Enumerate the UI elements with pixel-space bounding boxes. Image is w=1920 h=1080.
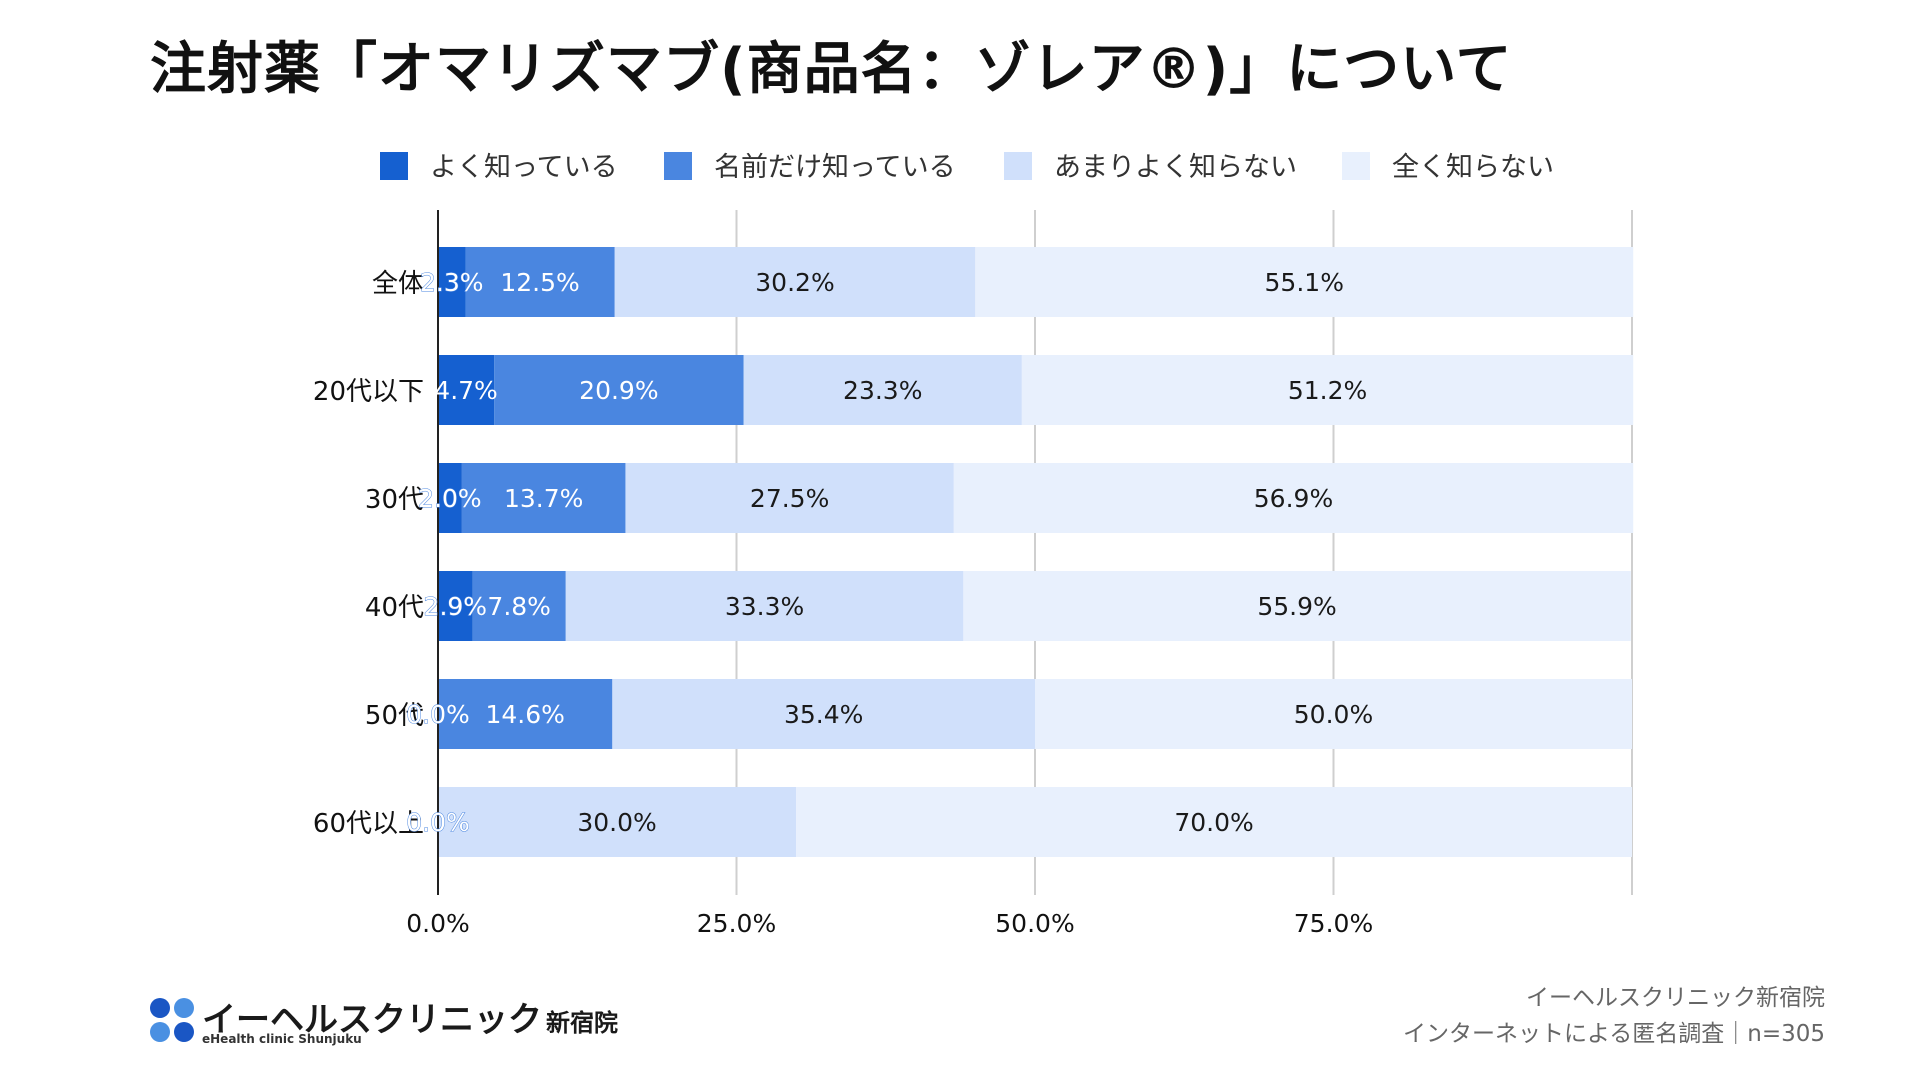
data-label: 27.5% (750, 484, 829, 513)
logo-wordmark: イーヘルスクリニック 新宿院 (202, 992, 618, 1041)
logo-name: イーヘルスクリニック (202, 1000, 542, 1040)
bar-segment (494, 355, 744, 425)
bar-segment (565, 571, 964, 641)
category-label: 全体 (372, 269, 424, 299)
chart-bars (438, 247, 1634, 857)
bar-segment (612, 679, 1035, 749)
data-label: 2.0% (418, 484, 482, 513)
x-tick-label: 75.0% (1294, 909, 1373, 938)
legend-swatch (1004, 152, 1032, 180)
category-label: 30代 (365, 485, 424, 515)
category-label: 40代 (365, 593, 424, 623)
chart-legend: よく知っている 名前だけ知っている あまりよく知らない 全く知らない (380, 152, 1554, 183)
bar-segment (438, 463, 462, 533)
data-label: 30.2% (755, 268, 834, 297)
bar-segment (465, 247, 615, 317)
data-label: 51.2% (1288, 376, 1367, 405)
legend-swatch (664, 152, 692, 180)
data-label: 2.3% (420, 268, 484, 297)
data-label: 20.9% (579, 376, 658, 405)
logo-mark-icon (150, 998, 194, 1042)
data-label: 13.7% (504, 484, 583, 513)
logo-dot (150, 998, 170, 1018)
legend-label: 名前だけ知っている (714, 152, 956, 183)
bar-segment (614, 247, 976, 317)
data-label: 35.4% (784, 700, 863, 729)
bar-segment (963, 571, 1631, 641)
bar-segment (743, 355, 1022, 425)
x-tick-label: 0.0% (406, 909, 470, 938)
clinic-logo: イーヘルスクリニック 新宿院 eHealth clinic Shunjuku (150, 990, 618, 1050)
data-label: 30.0% (577, 808, 656, 837)
x-tick-label: 25.0% (697, 909, 776, 938)
data-label: 12.5% (500, 268, 579, 297)
chart-data-labels: 2.3% 12.5% 30.2% 55.1% 4.7% 20.9% 23.3% 51.2% 2.… (406, 268, 1373, 838)
survey-source: イーヘルスクリニック新宿院 インターネットによる匿名調査｜n=305 (1403, 980, 1825, 1052)
page-title: 注射薬「オマリズマブ(商品名：ゾレア®)」について (150, 37, 1513, 102)
data-label: 4.7% (434, 376, 498, 405)
bar-segment (625, 463, 954, 533)
bar-segment (796, 787, 1632, 857)
bar-segment (438, 571, 473, 641)
legend-swatch (1342, 152, 1370, 180)
logo-subtitle: eHealth clinic Shunjuku (202, 1032, 362, 1046)
category-label: 20代以下 (313, 377, 424, 407)
source-clinic: イーヘルスクリニック新宿院 (1526, 985, 1825, 1011)
x-tick-label: 50.0% (995, 909, 1074, 938)
legend-label: 全く知らない (1392, 152, 1554, 183)
logo-dot (174, 998, 194, 1018)
data-label: 55.9% (1257, 592, 1336, 621)
data-label: 0.0% (406, 700, 470, 729)
data-label: 14.6% (485, 700, 564, 729)
bar-segment (1021, 355, 1634, 425)
data-label: 50.0% (1294, 700, 1373, 729)
data-label: 56.9% (1254, 484, 1333, 513)
bar-segment (975, 247, 1634, 317)
bar-segment (438, 787, 797, 857)
logo-dot (150, 1022, 170, 1042)
category-label: 60代以上 (313, 809, 424, 839)
data-label: 55.1% (1265, 268, 1344, 297)
data-label: 23.3% (843, 376, 922, 405)
chart-gridlines (735, 210, 1633, 895)
data-label: 70.0% (1174, 808, 1253, 837)
logo-branch: 新宿院 (546, 1009, 618, 1037)
source-method: インターネットによる匿名調査｜n=305 (1402, 1021, 1825, 1047)
data-label: 2.9% (424, 592, 488, 621)
chart-axis: 0.0% 25.0% 50.0% 75.0% 全体 20代以下 30代 40代 50代 60代以上 (313, 210, 1373, 938)
stacked-bar-chart: よく知っている 名前だけ知っている あまりよく知らない 全く知らない 0.0% 25.0… (313, 152, 1634, 938)
legend-label: あまりよく知らない (1054, 152, 1297, 183)
bar-segment (438, 355, 495, 425)
bar-segment (461, 463, 626, 533)
bar-segment (438, 247, 466, 317)
bar-segment (953, 463, 1634, 533)
legend-label: よく知っている (430, 152, 618, 183)
data-label: 33.3% (725, 592, 804, 621)
bar-segment (438, 679, 613, 749)
category-label: 50代 (365, 701, 424, 731)
legend-swatch (380, 152, 408, 180)
data-label: 7.8% (487, 592, 551, 621)
bar-segment (472, 571, 566, 641)
data-label: 0.0% (406, 808, 470, 837)
logo-dot (174, 1022, 194, 1042)
bar-segment (1035, 679, 1632, 749)
